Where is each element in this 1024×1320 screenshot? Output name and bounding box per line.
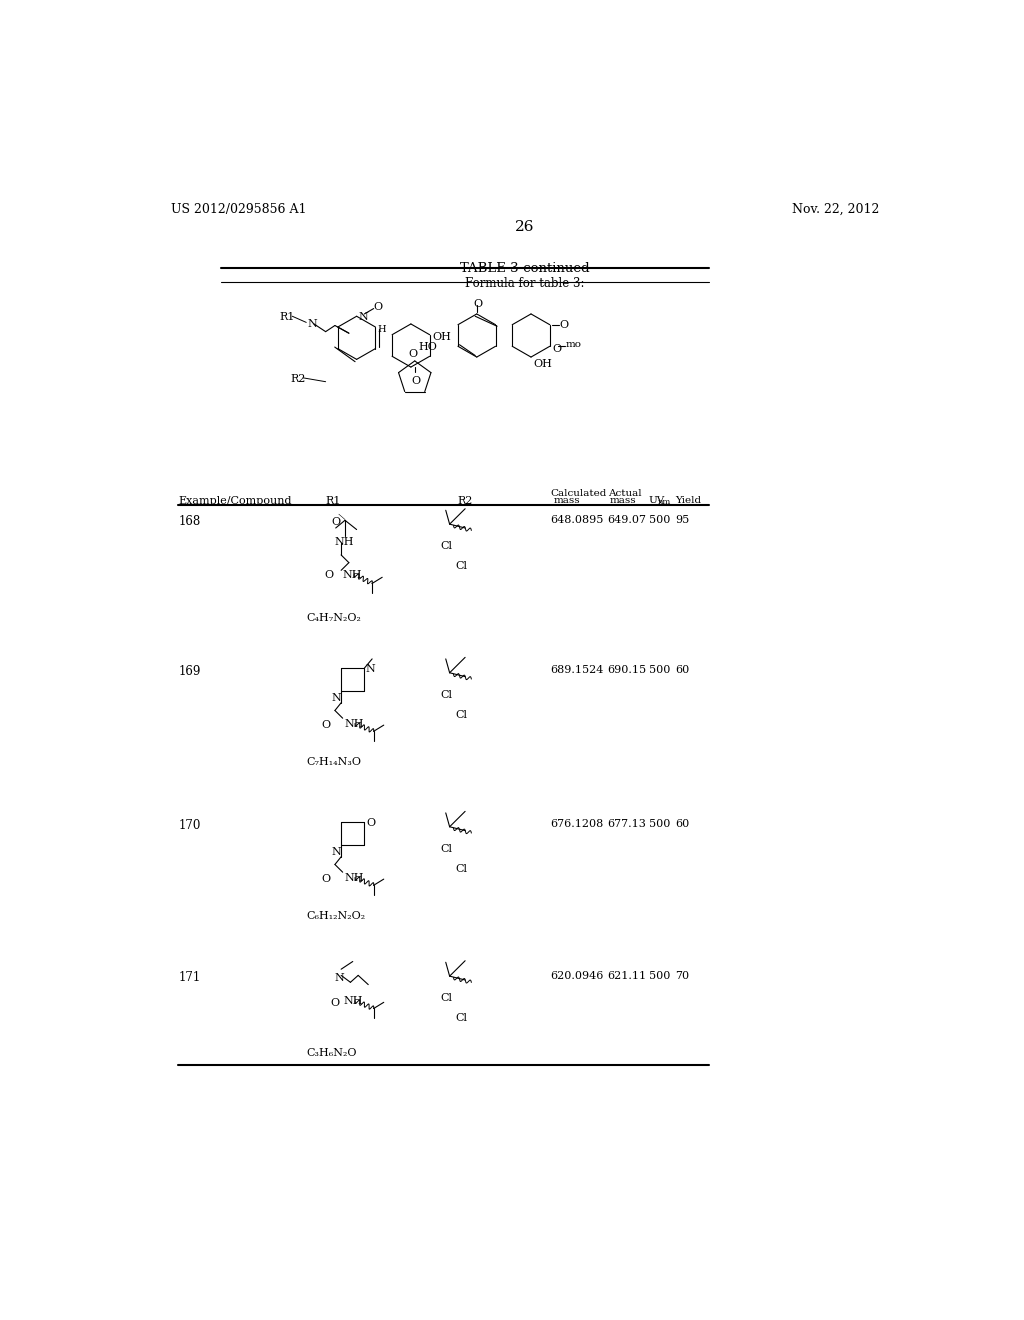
Text: 677.13: 677.13 [607,818,646,829]
Text: Cl: Cl [440,541,453,550]
Text: R1: R1 [326,496,341,506]
Text: N: N [308,318,317,329]
Text: NH: NH [343,997,362,1006]
Text: C₄H₇N₂O₂: C₄H₇N₂O₂ [306,614,361,623]
Text: NH: NH [344,873,364,883]
Text: O: O [322,875,331,884]
Text: NH: NH [344,719,364,729]
Text: 500: 500 [649,970,670,981]
Text: Calculated: Calculated [550,488,607,498]
Text: Cl: Cl [440,843,453,854]
Text: 60: 60 [675,665,689,675]
Text: nm: nm [657,498,671,506]
Text: Yield: Yield [675,496,701,504]
Text: O: O [322,721,331,730]
Text: N: N [335,973,345,983]
Text: 649.07: 649.07 [607,515,647,525]
Text: NH: NH [334,537,353,548]
Text: mo: mo [565,341,582,348]
Text: C₆H₁₂N₂O₂: C₆H₁₂N₂O₂ [306,911,366,921]
Text: OH: OH [534,359,552,370]
Text: N: N [332,693,342,702]
Text: Cl: Cl [456,710,468,719]
Text: N: N [332,847,342,857]
Text: O: O [374,302,383,313]
Text: O: O [474,298,482,309]
Text: 170: 170 [178,818,201,832]
Text: 95: 95 [675,515,689,525]
Text: Cl: Cl [456,561,468,572]
Text: 689.1524: 689.1524 [550,665,604,675]
Text: NH: NH [343,570,362,579]
Text: N: N [359,313,369,322]
Text: 500: 500 [649,818,670,829]
Text: TABLE 3-continued: TABLE 3-continued [460,263,590,276]
Text: Nov. 22, 2012: Nov. 22, 2012 [792,203,879,216]
Text: O: O [366,818,375,828]
Text: 500: 500 [649,515,670,525]
Text: Cl: Cl [440,689,453,700]
Text: Cl: Cl [440,993,453,1003]
Text: O: O [559,321,568,330]
Text: mass: mass [609,496,636,506]
Text: O: O [412,376,421,387]
Text: 171: 171 [178,970,201,983]
Text: 690.15: 690.15 [607,665,647,675]
Text: O: O [325,570,334,579]
Text: O: O [552,345,561,354]
Text: Actual: Actual [607,488,641,498]
Text: O: O [331,517,340,527]
Text: O: O [331,998,339,1007]
Text: 676.1208: 676.1208 [550,818,603,829]
Text: 621.11: 621.11 [607,970,647,981]
Text: HO: HO [418,342,437,351]
Text: US 2012/0295856 A1: US 2012/0295856 A1 [171,203,306,216]
Text: 26: 26 [515,220,535,234]
Text: mass: mass [554,496,581,506]
Text: R2: R2 [291,374,306,384]
Text: Formula for table 3:: Formula for table 3: [465,277,585,290]
Text: 169: 169 [178,665,201,678]
Text: 500: 500 [649,665,670,675]
Text: N: N [366,664,376,675]
Text: 60: 60 [675,818,689,829]
Text: OH: OH [432,333,451,342]
Text: Cl: Cl [456,1014,468,1023]
Text: 648.0895: 648.0895 [550,515,604,525]
Text: Cl: Cl [456,863,468,874]
Text: O: O [409,350,418,359]
Text: R1: R1 [280,313,295,322]
Text: 620.0946: 620.0946 [550,970,604,981]
Text: Example/Compound: Example/Compound [178,496,292,506]
Text: C₇H₁₄N₃O: C₇H₁₄N₃O [306,758,361,767]
Text: C₃H₆N₂O: C₃H₆N₂O [306,1048,356,1057]
Text: 168: 168 [178,515,201,528]
Text: UV: UV [648,496,665,504]
Text: H: H [377,326,386,334]
Text: R2: R2 [458,496,473,506]
Text: 70: 70 [675,970,689,981]
